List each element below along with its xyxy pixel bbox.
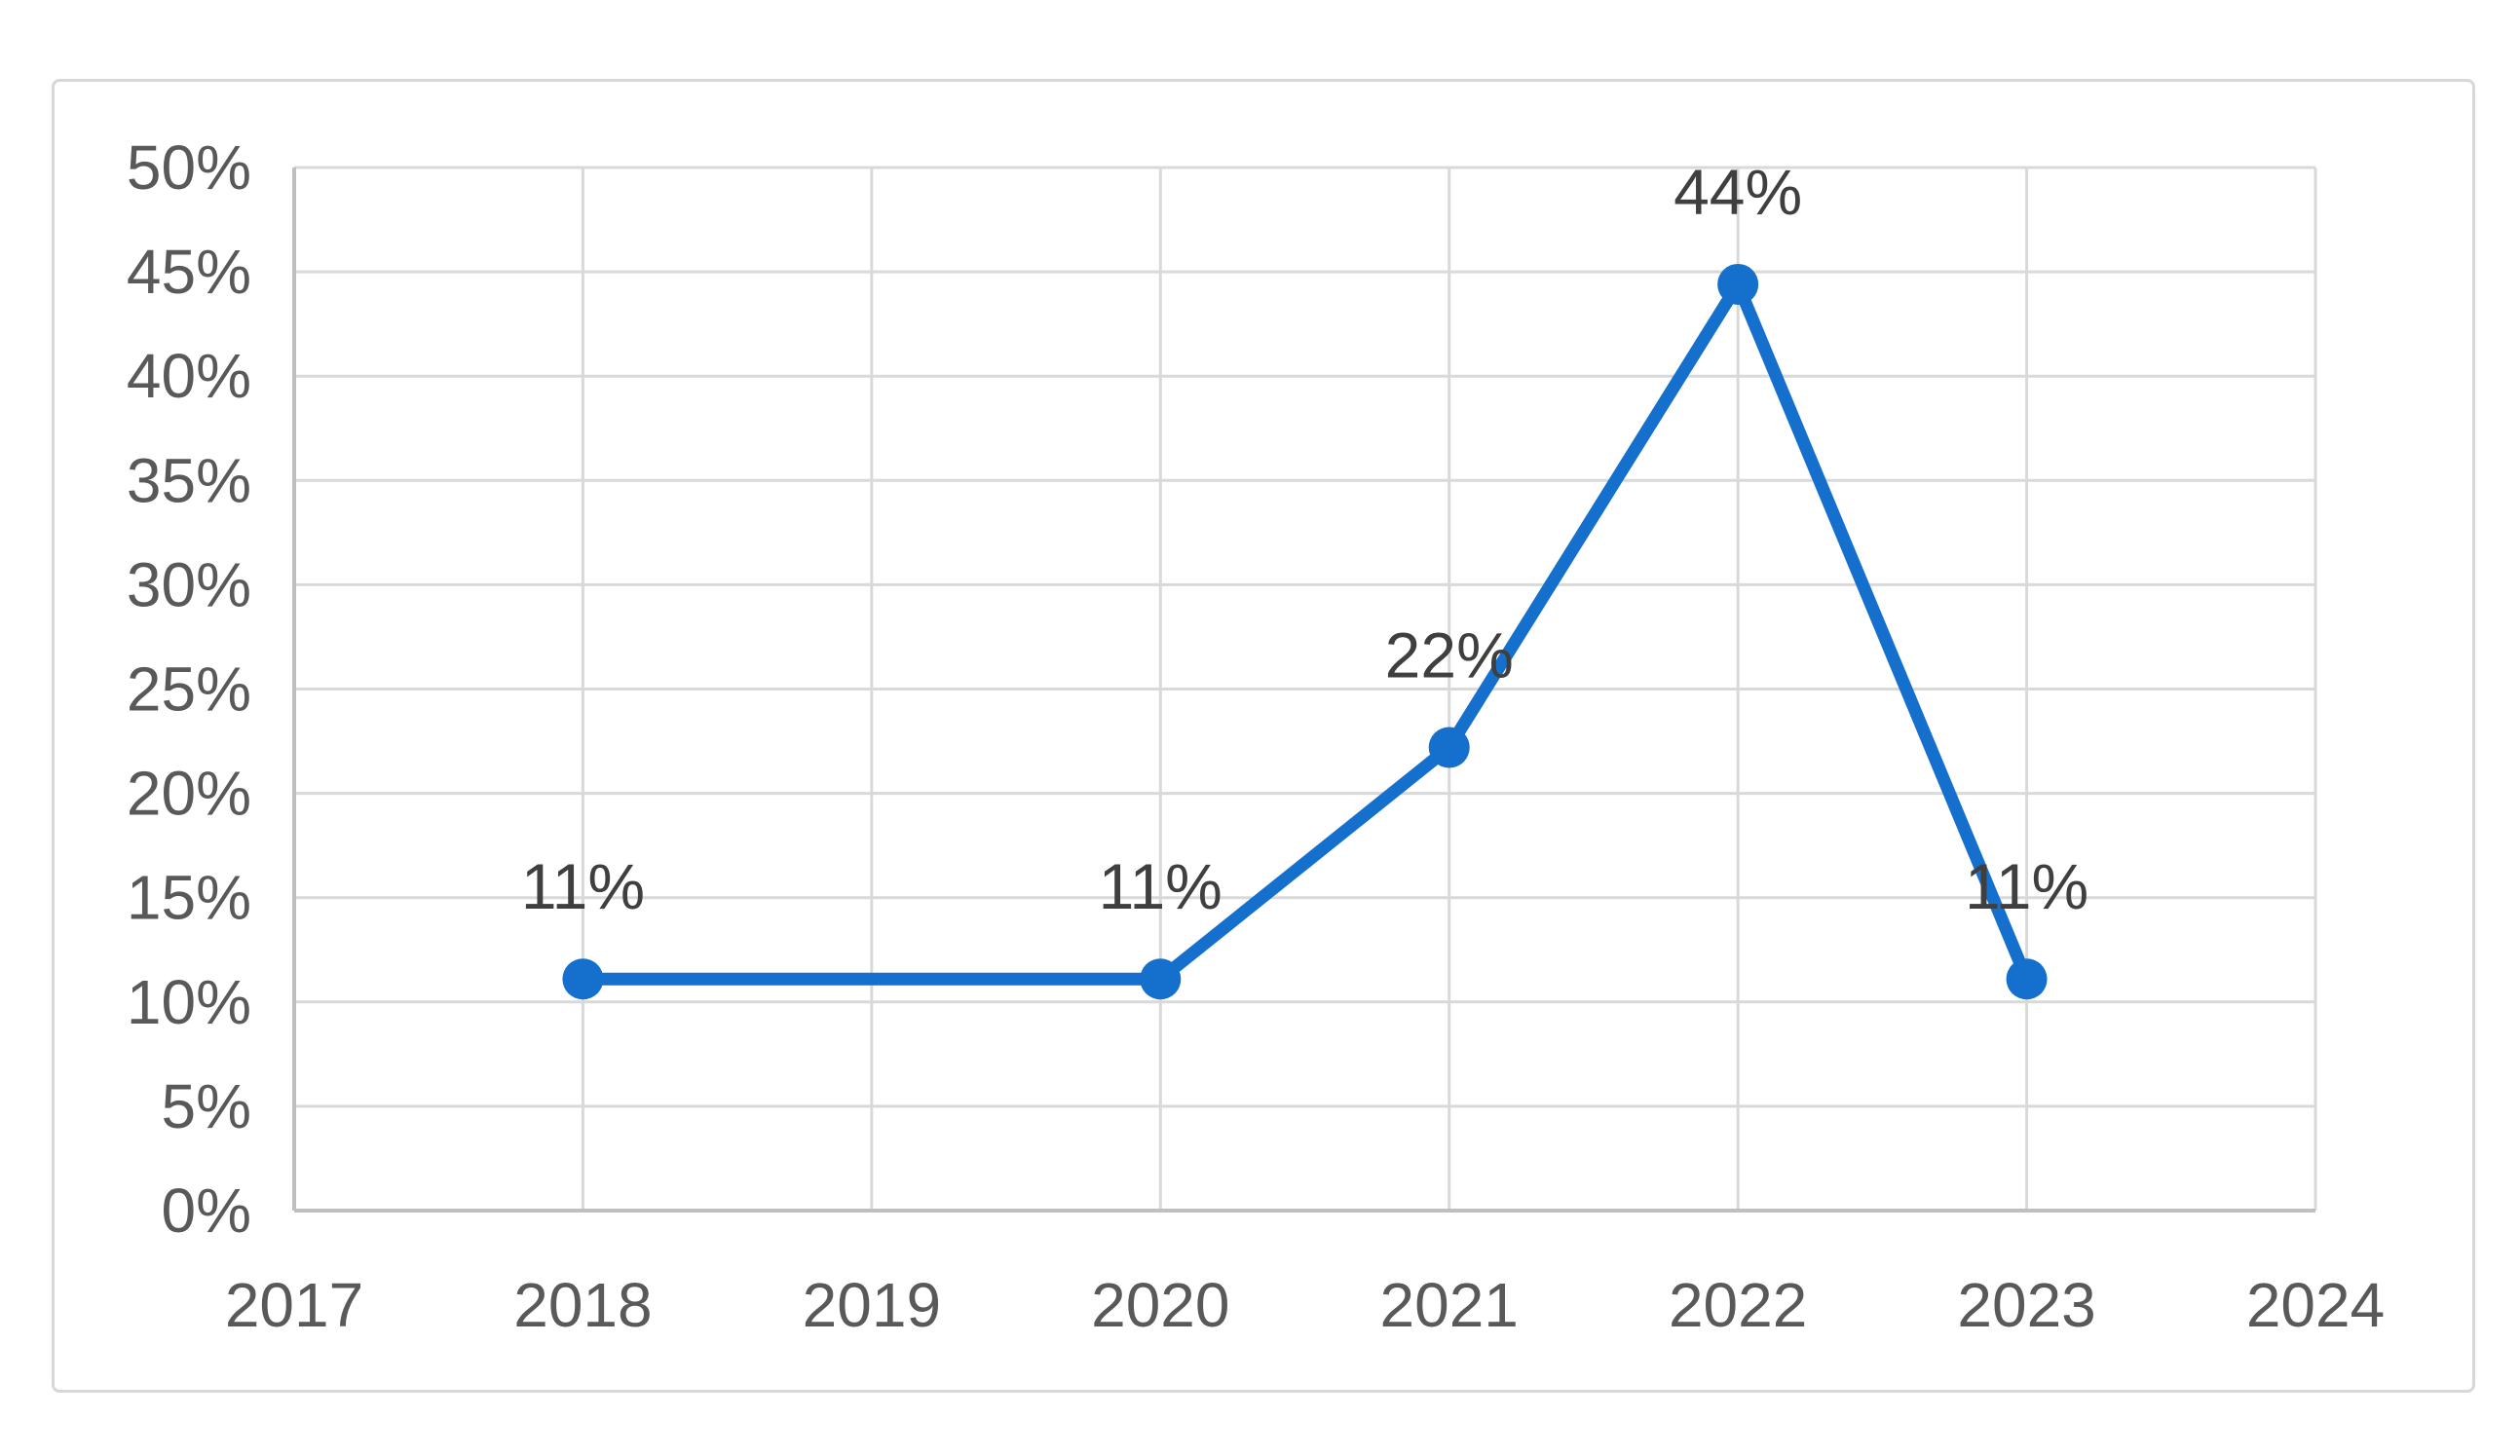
data-point-marker xyxy=(2006,958,2048,1000)
y-axis-tick-label: 50% xyxy=(127,132,251,203)
x-axis-tick-label: 2021 xyxy=(1380,1270,1519,1340)
x-axis-tick-label: 2020 xyxy=(1091,1270,1229,1340)
x-axis-tick-label: 2022 xyxy=(1669,1270,1807,1340)
chart-frame xyxy=(52,79,2475,1393)
x-axis-tick-label: 2018 xyxy=(513,1270,652,1340)
data-point-marker xyxy=(1428,727,1470,768)
y-axis-tick-label: 20% xyxy=(127,759,251,829)
y-axis-tick-label: 15% xyxy=(127,863,251,933)
y-axis-tick-label: 25% xyxy=(127,654,251,725)
data-label: 11% xyxy=(521,850,645,922)
data-label: 22% xyxy=(1385,618,1514,691)
y-axis-tick-label: 45% xyxy=(127,237,251,307)
series-line xyxy=(576,278,2034,986)
data-label: 44% xyxy=(1674,156,1802,228)
x-axis-tick-label: 2019 xyxy=(803,1270,941,1340)
data-point-marker xyxy=(1140,958,1182,1000)
data-label: 11% xyxy=(1099,850,1222,922)
x-axis-tick-label: 2017 xyxy=(225,1270,363,1340)
y-axis-tick-label: 5% xyxy=(162,1071,252,1141)
y-axis-tick-label: 30% xyxy=(127,549,251,619)
x-axis-tick-label: 2023 xyxy=(1957,1270,2095,1340)
x-axis-tick-label: 2024 xyxy=(2246,1270,2385,1340)
y-axis-tick-label: 0% xyxy=(162,1176,252,1246)
data-point-marker xyxy=(562,958,604,1000)
data-point-marker xyxy=(1717,263,1759,305)
data-label: 11% xyxy=(1965,850,2088,922)
y-axis-tick-label: 40% xyxy=(127,341,251,411)
y-axis-tick-label: 35% xyxy=(127,445,251,515)
y-axis-tick-label: 10% xyxy=(127,967,251,1037)
